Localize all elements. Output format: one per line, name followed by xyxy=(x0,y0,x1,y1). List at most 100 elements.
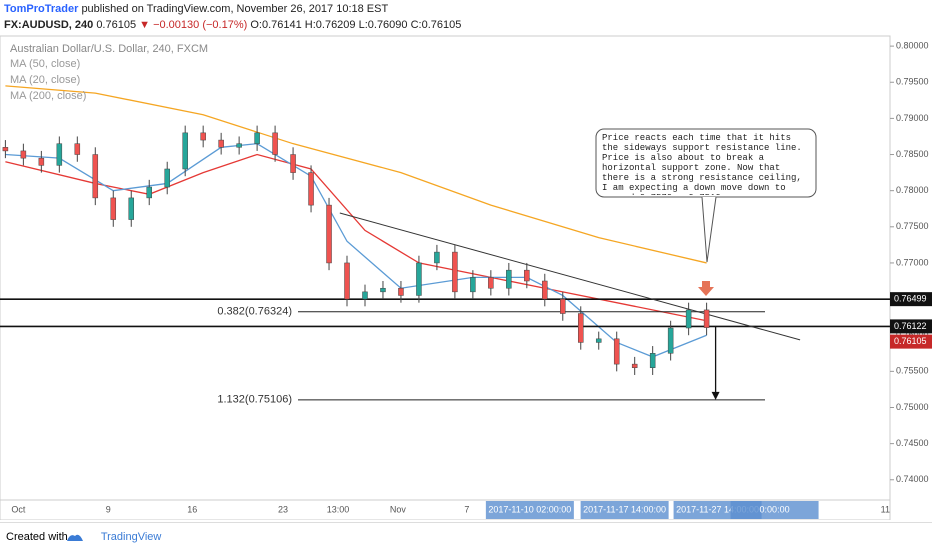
publish-line: TomProTrader published on TradingView.co… xyxy=(4,3,388,15)
y-tick-label: 0.75500 xyxy=(896,366,929,376)
symbol-line: FX:AUDUSD, 240 0.76105 ▼ −0.00130 (−0.17… xyxy=(4,19,461,31)
x-tick-label: 16 xyxy=(187,504,197,514)
x-tick-label: Nov xyxy=(390,504,407,514)
candle-body xyxy=(362,291,368,300)
candle-body xyxy=(649,353,656,368)
ohlc: O:0.76141 H:0.76209 L:0.76090 C:0.76105 xyxy=(250,19,462,31)
time-highlight xyxy=(485,501,574,519)
candle-body xyxy=(542,280,548,300)
candle-body xyxy=(200,132,206,141)
y-tick-label: 0.77000 xyxy=(896,257,929,267)
target-arrowhead xyxy=(711,391,720,400)
candle-body xyxy=(128,197,135,220)
candle-body xyxy=(272,132,278,155)
candle-body xyxy=(631,363,638,368)
candle-body xyxy=(667,327,674,354)
footer: Created with TradingView xyxy=(0,522,932,550)
candle-body xyxy=(344,262,350,300)
x-tick-label: Oct xyxy=(11,504,26,514)
callout-text: Price reacts each time that it hits the … xyxy=(602,133,802,195)
candle-body xyxy=(164,168,170,188)
level-badge xyxy=(890,292,932,307)
last-price-label: 0.76105 xyxy=(894,336,927,346)
legend-entry: MA (50, close) xyxy=(10,58,80,70)
last: 0.76105 xyxy=(96,19,137,31)
author[interactable]: TomProTrader xyxy=(4,3,79,15)
candle-body xyxy=(74,143,81,155)
y-tick-label: 0.77500 xyxy=(896,221,929,231)
candle-body xyxy=(398,287,404,296)
level-badge-label: 0.76499 xyxy=(894,294,927,304)
change: ▼ −0.00130 (−0.17%) xyxy=(139,19,248,31)
time-highlight-label: 2017-11-10 02:00:00 xyxy=(488,504,571,514)
legend-entry: MA (20, close) xyxy=(10,74,80,86)
x-tick-label: 7 xyxy=(464,504,469,514)
created: Created with xyxy=(6,531,68,543)
legend-entry: MA (200, close) xyxy=(10,90,86,102)
logo xyxy=(67,534,83,541)
candle-body xyxy=(92,154,99,199)
candle-body xyxy=(20,150,27,159)
candle-body xyxy=(326,204,332,264)
candle-body xyxy=(506,269,512,289)
y-tick-label: 0.79000 xyxy=(896,113,929,123)
symbol: FX:AUDUSD, 240 xyxy=(4,19,94,31)
x-tick-label: 23 xyxy=(278,504,288,514)
candle-body xyxy=(254,132,260,144)
y-tick-label: 0.78500 xyxy=(896,149,929,159)
brand[interactable]: TradingView xyxy=(100,531,162,543)
x-tick-label: 11 xyxy=(881,504,890,514)
callout-join xyxy=(703,197,715,199)
ma-line xyxy=(5,85,707,264)
candle-body xyxy=(110,197,117,220)
candle-body xyxy=(416,262,422,296)
candle-body xyxy=(290,154,296,173)
y-tick-label: 0.79500 xyxy=(896,77,929,87)
candle-body xyxy=(577,313,584,343)
time-highlight-label: 2017-11-17 14:00:00 xyxy=(583,504,666,514)
candle-body xyxy=(452,251,458,293)
time-highlight xyxy=(580,501,669,519)
chart-title: Australian Dollar/U.S. Dollar, 240, FXCM xyxy=(10,43,208,55)
level-badge-label: 0.76122 xyxy=(894,321,927,331)
candle-body xyxy=(182,132,188,170)
y-tick-label: 0.74000 xyxy=(896,474,929,484)
callout-pointer xyxy=(701,196,717,263)
down-marker xyxy=(698,281,714,296)
candle-body xyxy=(146,186,152,199)
ma-line xyxy=(5,153,707,322)
y-tick-label: 0.75000 xyxy=(896,402,929,412)
candle-body xyxy=(560,298,566,314)
candle-body xyxy=(2,147,9,152)
candle-body xyxy=(685,309,692,329)
candle-body xyxy=(470,277,476,293)
last-price-badge xyxy=(890,334,932,349)
y-tick-label: 0.74500 xyxy=(896,438,929,448)
candle-body xyxy=(434,251,440,264)
candle-body xyxy=(488,277,494,289)
published: published on TradingView.com, November 2… xyxy=(81,3,389,15)
candle-body xyxy=(236,143,242,148)
time-highlight xyxy=(730,501,819,519)
candle-body xyxy=(308,172,314,206)
fib-label: 0.382(0.76324) xyxy=(217,306,292,318)
candle-body xyxy=(613,338,620,365)
y-tick-label: 0.80000 xyxy=(896,40,929,50)
candle-body xyxy=(595,338,602,343)
candle-body xyxy=(56,143,63,166)
callout: Price reacts each time that it hits the … xyxy=(602,133,802,195)
candle-body xyxy=(703,309,710,328)
candle-body xyxy=(380,287,386,293)
x-tick-label: 13:00 xyxy=(327,504,350,514)
x-tick-label: 9 xyxy=(106,504,111,514)
time-highlight-label: 0:00:00 xyxy=(760,504,790,514)
y-tick-label: 0.76000 xyxy=(896,330,929,340)
candle-body xyxy=(38,157,45,166)
y-tick-label: 0.78000 xyxy=(896,185,929,195)
fib-label: 1.132(0.75106) xyxy=(217,394,292,406)
chart: Australian Dollar/U.S. Dollar, 240, FXCM… xyxy=(0,35,932,520)
trendline xyxy=(339,212,801,341)
candle-body xyxy=(524,269,530,282)
level-badge xyxy=(890,319,932,334)
